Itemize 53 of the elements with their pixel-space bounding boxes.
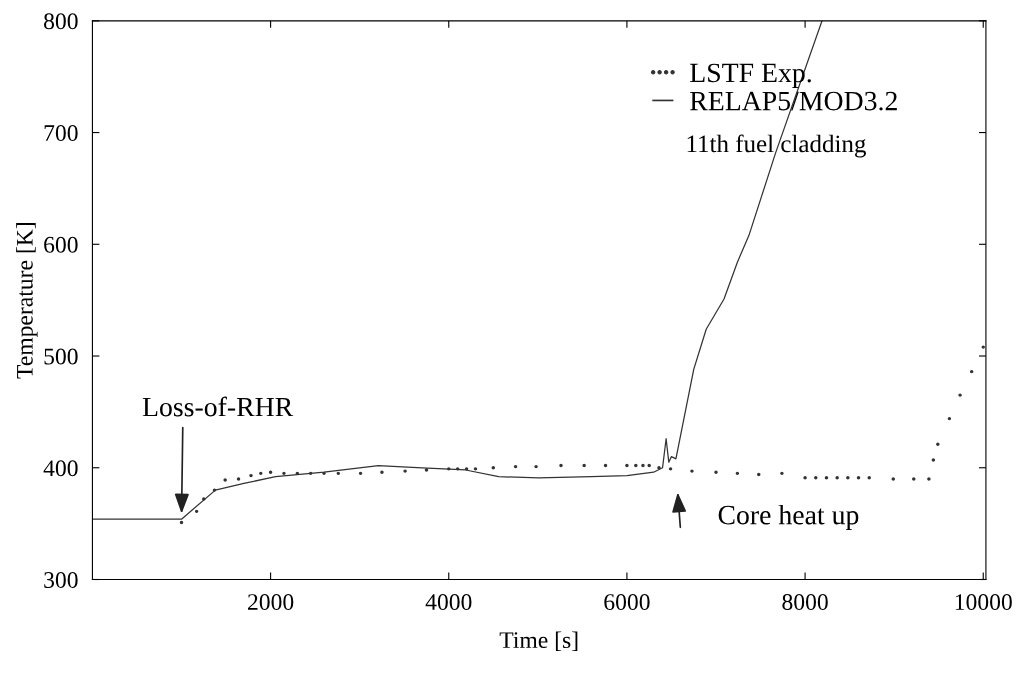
point [947,416,952,421]
point [757,472,761,477]
point [202,497,206,501]
point [931,458,936,462]
x-tick-label: 2000 [248,594,294,610]
annotation: Loss-of-RHR [142,396,294,417]
point [927,477,931,481]
point [634,463,638,468]
point [657,466,661,470]
point [336,471,340,476]
point [358,471,363,476]
annotation: Core heat up [718,504,859,531]
point [223,478,227,482]
x-tick-label: 8000 [782,594,828,610]
y-tick-label: 400 [43,460,78,477]
point [891,477,895,481]
point [179,520,184,525]
point [969,369,974,374]
point [295,471,300,476]
point [803,476,807,480]
point [647,463,651,468]
x-tick-label: 4000 [425,594,472,610]
point [403,469,407,473]
x-tick-label: 6000 [604,594,650,610]
point [513,464,518,469]
point [912,477,916,481]
point [455,467,460,471]
point [194,509,199,514]
point [447,467,451,471]
y-tick-label: 800 [44,13,78,30]
point [780,471,784,476]
point [856,476,861,480]
point [380,470,384,474]
point [714,470,718,474]
y-tick-label: 500 [44,348,78,365]
point [464,467,469,471]
point [735,471,740,476]
point [835,476,839,480]
y-tick-label: 600 [44,236,78,253]
x-axis-title: Time [s] [499,631,578,651]
point [308,471,313,476]
y-tick-label: 300 [44,571,78,588]
x-tick-label: 10000 [955,594,1012,610]
point [668,467,673,471]
point [958,393,962,397]
point [981,345,985,349]
y-tick-label: 700 [44,125,78,141]
point [824,476,829,480]
point [690,469,694,473]
point [603,463,608,468]
y-axis-title: Temperature [K] [16,223,38,379]
annotation: 11th fuel cladding [687,134,866,158]
point [282,471,286,476]
